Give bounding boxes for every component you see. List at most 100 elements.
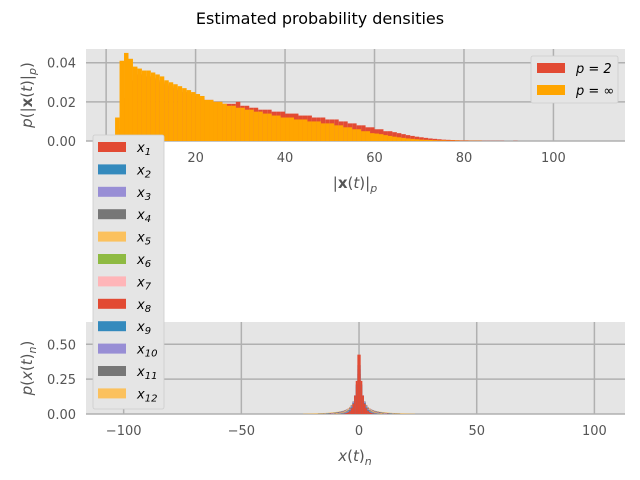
- top-bar-pinf-19: [195, 94, 201, 141]
- top-y-tick-label-0: 0.00: [47, 135, 76, 150]
- top-bar-pinf-62: [387, 135, 393, 141]
- bottom-y-tick-label-0: 0.00: [47, 408, 76, 423]
- top-bar-p2-70: [423, 137, 429, 141]
- top-bar-pinf-59: [374, 133, 379, 141]
- bottom-bar-x1: [344, 413, 346, 414]
- bottom-bar-x1: [352, 403, 355, 414]
- top-bar-pinf-26: [226, 105, 232, 141]
- bottom-bar-x1: [354, 395, 356, 414]
- top-legend-swatch-1: [537, 85, 565, 95]
- bottom-bar-x1: [360, 380, 363, 414]
- bottom-bar-x12: [317, 413, 320, 414]
- top-bar-pinf-10: [155, 74, 160, 141]
- component-legend: x1 x2 x3 x4 x5 x6 x7 x8 x9 x10 x11 x12: [92, 134, 165, 410]
- top-y-axis-label: p(|x(t)|p): [18, 62, 39, 129]
- component-legend-label-4: x4: [136, 208, 151, 225]
- top-legend-items: p = 2 p = ∞: [537, 62, 614, 99]
- top-bar-pinf-35: [267, 113, 272, 141]
- bottom-bars: [303, 354, 416, 414]
- top-bar-pinf-24: [217, 101, 223, 141]
- component-legend-swatch-7: [98, 276, 126, 287]
- bottom-x-tick-label-4: 100: [582, 424, 607, 439]
- top-bar-pinf-34: [262, 113, 268, 141]
- bottom-bar-x1: [365, 408, 368, 414]
- top-bar-pinf-44: [307, 121, 312, 141]
- top-bars: [115, 52, 518, 142]
- component-legend-swatch-5: [98, 231, 126, 242]
- component-legend-swatch-6: [98, 254, 126, 264]
- top-bar-pinf-27: [231, 105, 236, 141]
- top-bar-pinf-60: [378, 134, 384, 141]
- component-legend-label-9: x9: [136, 320, 151, 337]
- top-bar-p2-66: [405, 135, 411, 141]
- figure-title: Estimated probability densities: [196, 9, 444, 28]
- top-bar-pinf-21: [204, 99, 210, 141]
- top-x-tick-label-1: 20: [187, 151, 204, 166]
- top-bar-pinf-46: [316, 121, 321, 141]
- component-legend-label-6: x6: [136, 253, 151, 270]
- top-bar-pinf-22: [209, 99, 214, 141]
- top-bar-pinf-55: [356, 129, 362, 141]
- bottom-bar-x12: [395, 413, 397, 414]
- top-bar-p2-64: [396, 133, 402, 141]
- component-legend-swatch-12: [98, 388, 126, 399]
- bottom-bar-x12: [312, 413, 315, 414]
- top-bar-pinf-41: [293, 119, 299, 141]
- top-bar-p2-73: [437, 139, 442, 141]
- top-bar-pinf-36: [271, 115, 277, 141]
- bottom-bar-x1: [347, 412, 350, 414]
- bottom-bar-x1: [350, 408, 353, 414]
- top-bar-pinf-63: [392, 136, 397, 141]
- component-legend-swatch-11: [98, 366, 126, 376]
- top-bar-pinf-29: [240, 107, 245, 141]
- top-bar-pinf-12: [164, 80, 169, 141]
- component-legend-items: x1 x2 x3 x4 x5 x6 x7 x8 x9 x10 x11 x12: [98, 141, 157, 404]
- bottom-bar-x12: [314, 413, 317, 414]
- component-legend-label-12: x12: [136, 387, 157, 404]
- top-bar-pinf-48: [325, 123, 330, 141]
- top-bar-pinf-49: [329, 123, 335, 141]
- top-bar-p2-78: [459, 140, 464, 141]
- top-bar-p2-74: [441, 139, 447, 141]
- component-legend-label-7: x7: [136, 275, 152, 292]
- top-y-tick-label-1: 0.02: [47, 96, 76, 111]
- top-bar-pinf-30: [244, 109, 250, 141]
- bottom-bar-x12: [321, 413, 323, 414]
- top-bar-pinf-1: [115, 117, 120, 141]
- bottom-bar-x1: [355, 380, 358, 414]
- top-x-tick-label-3: 60: [366, 151, 383, 166]
- top-bar-p2-79: [463, 140, 469, 141]
- top-bar-pinf-2: [119, 60, 125, 141]
- bottom-x-axis-label: x(t)n: [337, 447, 372, 468]
- bottom-x-tick-label-3: 50: [468, 424, 485, 439]
- top-bar-pinf-68: [414, 139, 420, 141]
- top-bar-pinf-17: [186, 90, 192, 141]
- top-y-ticks: 0.00 0.02 0.04: [47, 57, 76, 150]
- top-bar-pinf-73: [437, 140, 442, 141]
- top-bar-pinf-7: [141, 70, 147, 141]
- top-bar-pinf-74: [441, 140, 447, 141]
- bottom-bar-x1: [372, 413, 374, 414]
- top-bar-pinf-18: [191, 92, 196, 141]
- top-bar-pinf-32: [253, 111, 259, 141]
- top-bar-p2-72: [432, 138, 438, 141]
- bottom-x-tick-label-2: 0: [355, 424, 363, 439]
- top-panel: 020406080100 0.000.020.04 |x(t)|p p(|x(t…: [18, 49, 625, 195]
- component-legend-box: [92, 134, 165, 410]
- top-legend: p = 2 p = ∞: [530, 55, 619, 104]
- top-bar-pinf-66: [405, 138, 411, 141]
- top-bar-pinf-6: [137, 68, 142, 141]
- top-bar-pinf-14: [173, 84, 178, 141]
- top-bar-pinf-37: [276, 115, 281, 141]
- component-legend-swatch-8: [98, 298, 126, 309]
- top-bar-pinf-47: [320, 123, 326, 141]
- top-x-tick-label-4: 80: [456, 151, 473, 166]
- component-legend-label-2: x2: [136, 163, 151, 180]
- bottom-bar-x12: [396, 413, 399, 414]
- top-legend-swatch-0: [537, 63, 565, 73]
- top-bar-pinf-51: [338, 125, 344, 141]
- bottom-bar-x1: [368, 412, 371, 414]
- top-bar-pinf-3: [124, 52, 129, 141]
- bottom-y-tick-label-1: 0.25: [47, 373, 76, 388]
- top-bar-pinf-71: [428, 140, 433, 141]
